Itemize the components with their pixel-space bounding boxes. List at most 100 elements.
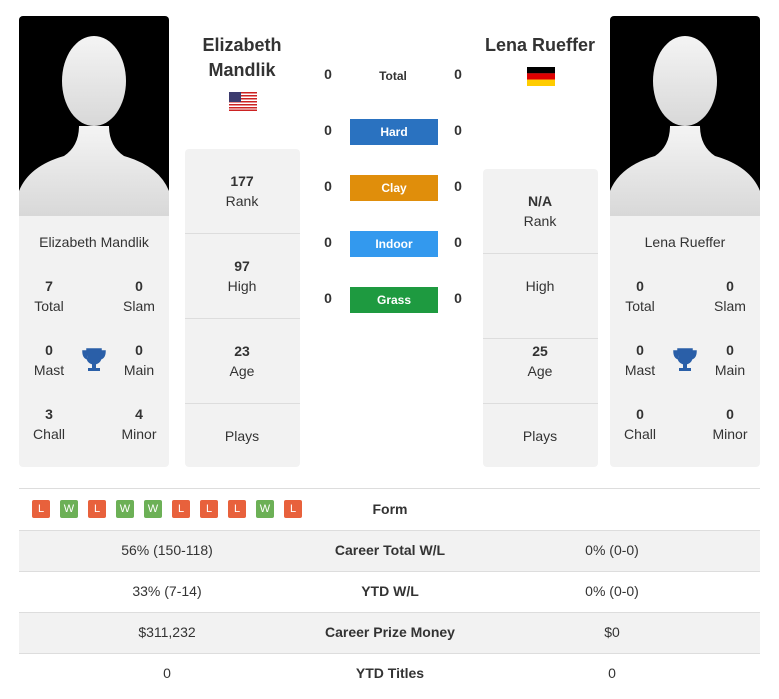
stat-value: 0 (45, 342, 53, 358)
stats-panel (185, 149, 300, 467)
panel-label: Plays (522, 428, 558, 444)
cell: 56% (150-118) (121, 542, 213, 558)
stat-value: 0 (726, 278, 734, 294)
stat-value: 0 (726, 342, 734, 358)
surface-badge: Hard (350, 119, 438, 145)
cell: $0 (604, 624, 620, 640)
surface-count: 0 (324, 66, 332, 82)
player-name: Lena Rueffer (644, 234, 726, 250)
surface-count: 0 (454, 234, 462, 250)
surface-count: 0 (324, 178, 332, 194)
form-badge: W (116, 500, 134, 518)
player-photo (19, 16, 169, 216)
stat-label: Chall (624, 426, 656, 442)
stat-value: 0 (135, 342, 143, 358)
stat-value: 3 (45, 406, 53, 422)
cell: 0 (163, 665, 171, 681)
panel-value: 23 (234, 343, 250, 359)
panel-label: High (525, 278, 555, 294)
form-badge: L (32, 500, 50, 518)
form-badge: W (144, 500, 162, 518)
trophy-icon (673, 348, 697, 371)
separator (483, 253, 598, 254)
stat-label: Slam (123, 298, 155, 314)
surface-badge: Indoor (350, 231, 438, 257)
surface-count: 0 (324, 290, 332, 306)
panel-label: High (227, 278, 257, 294)
surface-count: 0 (454, 178, 462, 194)
stat-label: Main (714, 362, 746, 378)
header-name: Lena Rueffer (484, 35, 596, 55)
surface-label: Total (379, 69, 407, 83)
form-badge: W (256, 500, 274, 518)
panel-label: Rank (523, 213, 557, 229)
stat-value: 0 (135, 278, 143, 294)
cell: 33% (7-14) (132, 583, 202, 599)
form-badge: L (200, 500, 218, 518)
panel-value: 177 (230, 173, 254, 189)
stat-label: Minor (712, 426, 748, 442)
panel-label: Rank (225, 193, 259, 209)
separator (483, 403, 598, 404)
stat-label: Mast (33, 362, 65, 378)
surface-count: 0 (454, 122, 462, 138)
divider (19, 488, 760, 489)
cell: 0% (0-0) (585, 542, 639, 558)
surface-count: 0 (454, 290, 462, 306)
stat-label: Main (123, 362, 155, 378)
form-badge: L (172, 500, 190, 518)
form-badge: L (88, 500, 106, 518)
stat-value: 0 (636, 406, 644, 422)
separator (185, 318, 300, 319)
stat-value: 7 (45, 278, 53, 294)
panel-label: Age (527, 363, 553, 379)
panel-label: Age (229, 363, 255, 379)
header-name: Elizabeth Mandlik (202, 35, 282, 80)
trophy-icon (82, 348, 106, 371)
stat-label: Mast (624, 362, 656, 378)
surface-count: 0 (324, 234, 332, 250)
surface-badge: Grass (350, 287, 438, 313)
panel-value: N/A (527, 193, 553, 209)
stat-label: Total (625, 298, 655, 314)
form-badge: L (228, 500, 246, 518)
separator (185, 403, 300, 404)
form-badge: W (60, 500, 78, 518)
row-bg (19, 530, 760, 571)
separator (19, 530, 760, 531)
surface-count: 0 (324, 122, 332, 138)
cell: $311,232 (138, 624, 196, 640)
panel-value: 25 (532, 343, 548, 359)
stat-value: 0 (726, 406, 734, 422)
flag-usa (229, 92, 257, 111)
separator (19, 571, 760, 572)
separator (19, 612, 760, 613)
form-label: Form (372, 501, 408, 517)
row-label: Career Total W/L (334, 542, 446, 558)
stat-label: Slam (714, 298, 746, 314)
stat-value: 0 (636, 278, 644, 294)
panel-value: 97 (234, 258, 250, 274)
separator (185, 233, 300, 234)
row-bg (19, 612, 760, 653)
separator (483, 338, 598, 339)
row-label: Career Prize Money (325, 624, 455, 640)
form-badge: L (284, 500, 302, 518)
stat-label: Total (34, 298, 64, 314)
panel-label: Plays (224, 428, 260, 444)
separator (19, 653, 760, 654)
surface-count: 0 (454, 66, 462, 82)
stat-value: 4 (135, 406, 143, 422)
player-photo (610, 16, 760, 216)
row-label: YTD Titles (355, 665, 425, 681)
stat-value: 0 (636, 342, 644, 358)
cell: 0 (608, 665, 616, 681)
player-name: Elizabeth Mandlik (39, 234, 149, 250)
stat-label: Chall (33, 426, 65, 442)
surface-badge: Clay (350, 175, 438, 201)
cell: 0% (0-0) (585, 583, 639, 599)
flag-germany (527, 67, 555, 86)
stat-label: Minor (121, 426, 157, 442)
stats-panel (483, 169, 598, 467)
